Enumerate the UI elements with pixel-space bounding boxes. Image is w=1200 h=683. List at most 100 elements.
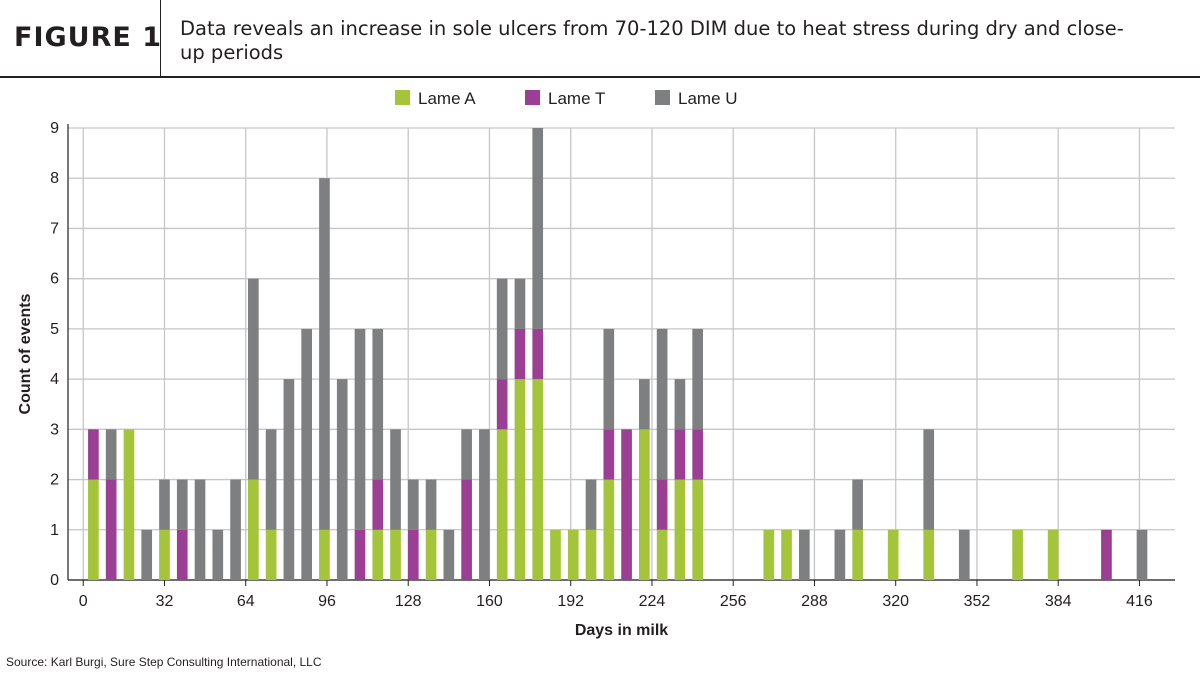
bar-segment-lame-u [639,379,650,430]
bar-segment-lame-t [621,429,632,580]
bar-segment-lame-u [336,379,348,580]
figure-title: Data reveals an increase in sole ulcers … [180,17,1124,64]
bar-segment-lame-a [1012,529,1023,580]
bar-segment-lame-u [692,328,704,430]
bar-segment-lame-a [603,479,615,580]
bar-segment-lame-t [1101,529,1112,580]
bar-segment-lame-a [585,529,597,580]
bar-segment-lame-u [585,479,597,530]
bar-segment-lame-a [763,529,775,580]
bar-segment-lame-a [656,529,668,580]
x-tick-label: 0 [79,593,88,610]
bar-segment-lame-a [159,529,170,580]
bar-segment-lame-a [319,529,330,580]
y-tick-label: 8 [50,170,59,187]
bar-segment-lame-a [923,529,935,580]
header-divider [160,0,161,76]
bar-segment-lame-u [958,529,970,580]
bar-segment-lame-u [923,429,935,530]
bar-segment-lame-u [319,178,330,530]
stacked-bar-chart: 0 1 2 3 4 5 6 7 8 9 0 32 64 96 128 160 192 224 256 288 320 35… [17,89,1175,639]
bar-segment-lame-u [141,529,153,580]
x-tick-label: 256 [720,593,747,610]
bar-segment-lame-t [176,529,188,580]
x-tick-label: 352 [964,593,991,610]
bar-segment-lame-u [496,278,508,380]
bar-segment-lame-u [283,379,295,580]
bar-segment-lame-u [798,529,810,580]
x-tick-label: 64 [237,593,255,610]
y-tick-label: 0 [50,572,59,589]
bar-segment-lame-u [443,529,455,580]
y-tick-label: 9 [50,120,59,137]
bar-segment-lame-u [390,429,401,530]
source-note: Source: Karl Burgi, Sure Step Consulting… [6,655,322,669]
bar-segment-lame-u [532,128,544,329]
bar-segment-lame-t [105,479,117,580]
bar-segment-lame-u [656,328,668,480]
bar-segment-lame-u [176,479,188,530]
bar-segment-lame-t [372,479,384,530]
bar-segment-lame-u [834,529,846,580]
bar-segment-lame-a [390,529,401,580]
bar-segment-lame-u [248,278,259,480]
bar-segment-lame-a [372,529,384,580]
x-axis-title: Days in milk [575,622,668,639]
bar-segment-lame-a [674,479,686,580]
bar-segment-lame-u [674,379,686,430]
bar-segment-lame-u [407,479,419,530]
bar-segment-lame-t [514,328,526,380]
bar-segment-lame-a [496,429,508,580]
bar-segment-lame-t [603,429,615,480]
bar-segment-lame-t [674,429,686,480]
bar-segment-lame-u [479,429,490,580]
x-tick-label: 416 [1126,593,1153,610]
x-tick-label: 224 [639,593,666,610]
x-tick-label: 128 [395,593,422,610]
bar-segment-lame-a [781,529,792,580]
y-tick-label: 4 [50,371,59,388]
bar-segment-lame-t [656,479,668,530]
bar-segment-lame-a [852,529,863,580]
x-tick-label: 384 [1045,593,1072,610]
bar-segment-lame-u [852,479,863,530]
x-tick-label: 96 [318,593,336,610]
legend-swatch [655,90,670,105]
bar-segment-lame-t [88,429,99,480]
bar-segment-lame-a [887,529,899,580]
legend-label: Lame A [418,89,476,108]
y-tick-label: 1 [50,522,59,539]
y-tick-label: 3 [50,421,59,438]
bar-segment-lame-u [425,479,437,530]
bar-segment-lame-t [354,529,366,580]
bar-segment-lame-a [514,379,526,580]
bar-segment-lame-t [407,529,419,580]
bar-segment-lame-a [692,479,704,580]
legend-swatch [395,90,410,105]
bar-segment-lame-a [1047,529,1059,580]
bar-segment-lame-a [265,529,277,580]
bar-segment-lame-u [105,429,117,480]
bar-segment-lame-u [603,328,615,430]
bar-segment-lame-u [230,479,241,580]
legend-label: Lame T [548,89,605,108]
figure-header: FIGURE 1 Data reveals an increase in sol… [0,0,1200,76]
bar-segment-lame-a [550,529,561,580]
bar-segment-lame-a [248,479,259,580]
y-axis-title: Count of events [17,293,34,414]
bar-segment-lame-u [159,479,170,530]
bar-segment-lame-t [532,328,544,380]
bar-segment-lame-a [532,379,544,580]
bar-segment-lame-t [496,379,508,430]
bar-segment-lame-a [123,429,135,580]
bar-segment-lame-t [692,429,704,480]
bar-segment-lame-u [301,328,312,580]
bar-segment-lame-t [461,479,472,580]
x-tick-label: 192 [557,593,584,610]
y-tick-label: 7 [50,220,59,237]
y-tick-label: 2 [50,472,59,489]
legend-swatch [525,90,540,105]
y-tick-label: 5 [50,321,59,338]
bar-segment-lame-a [567,529,579,580]
bar-segment-lame-a [88,479,99,580]
